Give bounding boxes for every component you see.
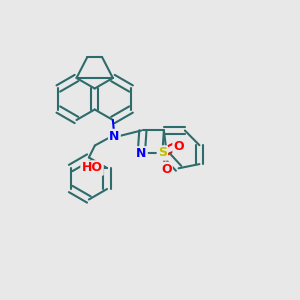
Text: O: O [161, 163, 172, 176]
Text: S: S [158, 146, 167, 160]
Text: N: N [109, 130, 120, 143]
Text: O: O [174, 140, 184, 154]
Text: N: N [136, 147, 147, 161]
Text: HO: HO [82, 161, 103, 175]
